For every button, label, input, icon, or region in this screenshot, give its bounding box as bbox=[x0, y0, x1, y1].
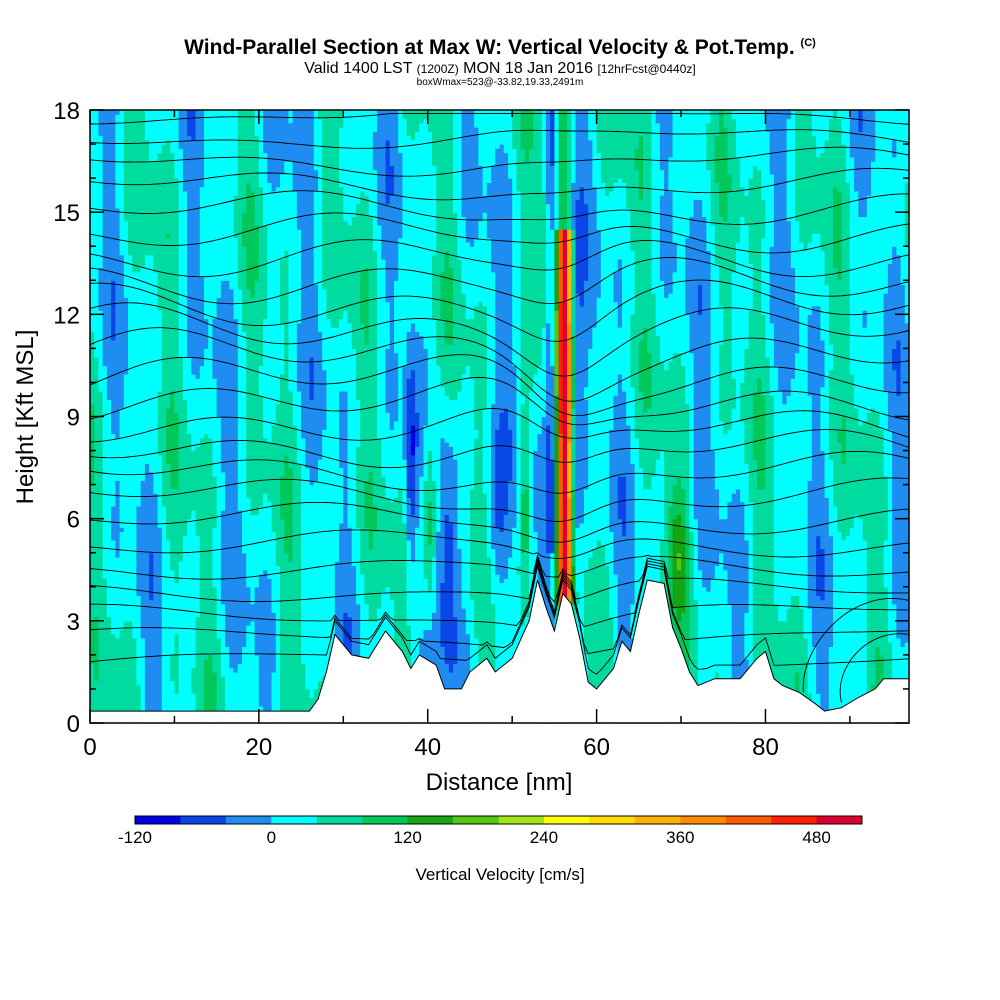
x-tick-label: 0 bbox=[83, 734, 96, 761]
chart-subline: boxWmax=523@-33.82,19.33,2491m bbox=[416, 77, 584, 88]
colorbar-tick-label: 120 bbox=[393, 828, 421, 847]
colorbar-outline bbox=[134, 815, 863, 825]
vertical-velocity-field bbox=[90, 110, 910, 724]
colorbar-swatch bbox=[589, 816, 636, 824]
potential-temperature-contours bbox=[89, 112, 910, 703]
colorbar-tick-label: 480 bbox=[802, 828, 830, 847]
colorbar-swatch bbox=[271, 816, 318, 824]
colorbar-tick-label: 360 bbox=[666, 828, 694, 847]
y-tick-label: 6 bbox=[67, 507, 80, 534]
colorbar-swatch bbox=[225, 816, 272, 824]
colorbar-tick-label: 240 bbox=[530, 828, 558, 847]
colorbar-title: Vertical Velocity [cm/s] bbox=[415, 865, 584, 884]
colorbar-swatch bbox=[135, 816, 181, 824]
x-tick-label: 60 bbox=[583, 734, 610, 761]
copyright-mark: (C) bbox=[800, 37, 816, 49]
y-tick-label: 15 bbox=[53, 200, 80, 227]
colorbar-swatch bbox=[543, 816, 590, 824]
y-tick-label: 18 bbox=[53, 98, 80, 125]
colorbar-swatch bbox=[816, 816, 863, 824]
terrain-mask bbox=[89, 579, 910, 724]
y-tick-label: 12 bbox=[53, 302, 80, 329]
chart-subtitle: Valid 1400 LST (1200Z) MON 18 Jan 2016 [… bbox=[304, 60, 696, 77]
colorbar-swatch bbox=[680, 816, 727, 824]
colorbar-swatch bbox=[634, 816, 681, 824]
axis-ticks bbox=[89, 109, 909, 724]
x-axis-title: Distance [nm] bbox=[426, 769, 573, 796]
y-axis-title: Height [Kft MSL] bbox=[12, 330, 39, 505]
x-tick-label: 40 bbox=[414, 734, 441, 761]
y-tick-label: 0 bbox=[67, 711, 80, 738]
colorbar-swatch bbox=[453, 816, 499, 824]
x-tick-label: 20 bbox=[246, 734, 273, 761]
chart-title: Wind-Parallel Section at Max W: Vertical… bbox=[184, 36, 816, 59]
colorbar-swatch bbox=[771, 816, 817, 824]
colorbar-swatch bbox=[180, 816, 227, 824]
y-tick-label: 3 bbox=[67, 609, 80, 636]
colorbar-swatch bbox=[362, 816, 409, 824]
colorbar-swatch bbox=[725, 816, 772, 824]
colorbar-tick-label: -120 bbox=[118, 828, 152, 847]
y-tick-label: 9 bbox=[67, 405, 80, 432]
colorbar-swatch bbox=[407, 816, 454, 824]
colorbar: -120 0 120 240 360 480 Vertical Velocity [cm/s… bbox=[118, 815, 863, 884]
x-tick-label: 80 bbox=[752, 734, 779, 761]
colorbar-tick-label: 0 bbox=[267, 828, 276, 847]
colorbar-swatch bbox=[498, 816, 545, 824]
colorbar-swatch bbox=[316, 816, 363, 824]
